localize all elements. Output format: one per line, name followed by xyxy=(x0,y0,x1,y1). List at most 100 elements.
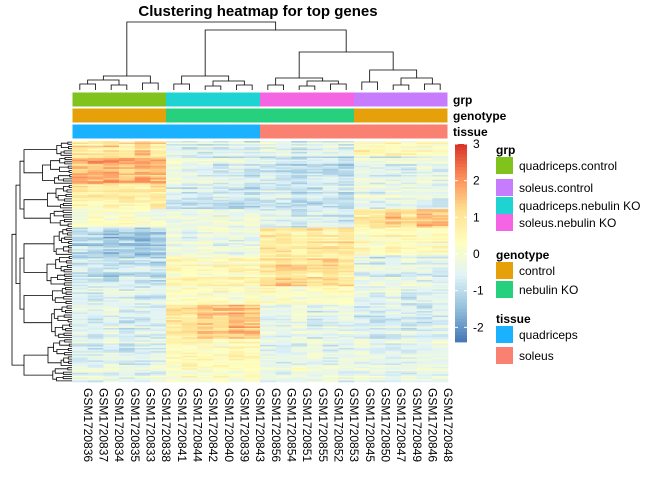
heatmap-cell xyxy=(416,246,433,248)
heatmap-cell xyxy=(385,272,402,275)
heatmap-cell xyxy=(244,314,261,316)
heatmap-cell xyxy=(338,369,355,372)
heatmap-cell xyxy=(87,205,104,208)
heatmap-cell xyxy=(401,361,417,364)
color-scale-segment xyxy=(455,213,467,217)
heatmap-cell xyxy=(369,324,386,327)
heatmap-cell xyxy=(275,185,292,188)
heatmap-cell xyxy=(338,266,355,268)
heatmap-cell xyxy=(166,184,182,187)
heatmap-cell xyxy=(181,351,198,353)
column-label: GSM1720834 xyxy=(112,388,126,462)
heatmap-cell xyxy=(213,174,229,177)
heatmap-cell xyxy=(87,253,104,256)
heatmap-cell xyxy=(291,357,308,360)
heatmap-cell xyxy=(322,252,339,255)
heatmap-cell xyxy=(119,221,135,224)
heatmap-cell xyxy=(401,244,417,247)
heatmap-cell xyxy=(213,147,229,150)
color-scale-segment xyxy=(455,196,467,201)
heatmap-cell xyxy=(197,170,214,173)
heatmap-cell xyxy=(213,300,229,302)
heatmap-cell xyxy=(244,335,261,338)
dendrogram-branch xyxy=(63,357,69,363)
heatmap-cell xyxy=(103,185,120,188)
heatmap-cell xyxy=(354,380,370,383)
heatmap-cell xyxy=(72,297,88,299)
heatmap-cell xyxy=(103,221,120,224)
heatmap-cell xyxy=(87,332,104,335)
heatmap-cell xyxy=(181,236,198,239)
legend-swatch xyxy=(496,326,513,343)
heatmap-cell xyxy=(87,360,104,363)
heatmap-cell xyxy=(87,255,104,258)
heatmap-cell xyxy=(150,329,167,332)
heatmap-cell xyxy=(260,309,276,312)
heatmap-cell xyxy=(401,241,417,244)
heatmap-cell xyxy=(385,255,402,258)
heatmap-cell xyxy=(385,144,402,146)
annotation-cell-grp xyxy=(197,92,214,107)
heatmap-cell xyxy=(385,184,402,187)
heatmap-cell xyxy=(119,351,135,353)
heatmap-cell xyxy=(119,193,135,196)
heatmap-cell xyxy=(150,255,167,258)
heatmap-cell xyxy=(197,315,214,318)
heatmap-cell xyxy=(181,150,198,153)
heatmap-cell xyxy=(150,321,167,324)
heatmap-cell xyxy=(354,332,370,335)
heatmap-cell xyxy=(275,159,292,162)
heatmap-cell xyxy=(213,290,229,293)
heatmap-cell xyxy=(369,147,386,150)
heatmap-cell xyxy=(134,290,151,293)
heatmap-cell xyxy=(87,239,104,242)
heatmap-cell xyxy=(416,326,433,329)
heatmap-cell xyxy=(181,334,198,336)
heatmap-cell xyxy=(354,171,370,174)
heatmap-cell xyxy=(72,162,88,165)
heatmap-cell xyxy=(322,232,339,234)
dendrogram-branch xyxy=(275,77,324,85)
heatmap-cell xyxy=(166,306,182,309)
heatmap-cell xyxy=(260,193,276,196)
heatmap-cell xyxy=(260,165,276,168)
heatmap-cell xyxy=(103,378,120,381)
heatmap-cell xyxy=(322,144,339,146)
heatmap-cell xyxy=(291,193,308,196)
heatmap-cell xyxy=(228,148,245,151)
heatmap-cell xyxy=(260,300,276,302)
heatmap-cell xyxy=(416,293,433,296)
heatmap-cell xyxy=(354,361,370,364)
heatmap-cell xyxy=(307,378,323,381)
heatmap-cell xyxy=(134,167,151,170)
heatmap-cell xyxy=(338,191,355,194)
heatmap-cell xyxy=(87,142,104,145)
color-scale-tick-label: 0 xyxy=(473,247,480,261)
heatmap-cell xyxy=(119,281,135,284)
heatmap-cell xyxy=(338,267,355,270)
heatmap-cell xyxy=(103,227,120,230)
heatmap-cell xyxy=(401,343,417,346)
heatmap-cell xyxy=(181,198,198,200)
heatmap-cell xyxy=(244,148,261,151)
heatmap-cell xyxy=(228,357,245,360)
heatmap-cell xyxy=(291,181,308,184)
heatmap-cell xyxy=(213,341,229,344)
heatmap-cell xyxy=(385,304,402,307)
heatmap-cell xyxy=(166,150,182,153)
heatmap-cell xyxy=(150,293,167,296)
heatmap-cell xyxy=(244,235,261,238)
heatmap-cell xyxy=(275,261,292,264)
heatmap-cell xyxy=(401,229,417,231)
heatmap-cell xyxy=(385,174,402,177)
heatmap-cell xyxy=(103,326,120,329)
heatmap-cell xyxy=(244,232,261,234)
annotation-cell-grp xyxy=(338,92,355,107)
heatmap-cell xyxy=(432,191,449,194)
heatmap-cell xyxy=(119,168,135,171)
heatmap-cell xyxy=(166,266,182,268)
heatmap-cell xyxy=(432,216,449,219)
heatmap-cell xyxy=(354,153,370,156)
heatmap-cell xyxy=(369,195,386,197)
heatmap-cell xyxy=(291,208,308,211)
